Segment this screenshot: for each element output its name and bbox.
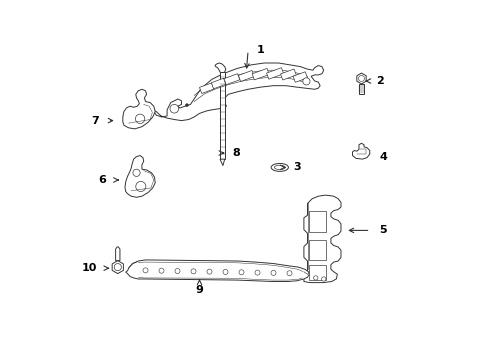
Polygon shape <box>112 261 123 274</box>
Circle shape <box>135 114 144 123</box>
Bar <box>308 240 325 260</box>
Text: 1: 1 <box>257 45 264 55</box>
Polygon shape <box>220 72 224 159</box>
Polygon shape <box>220 159 224 166</box>
Circle shape <box>142 268 148 273</box>
Polygon shape <box>352 143 369 159</box>
Polygon shape <box>115 247 120 261</box>
Circle shape <box>185 104 188 107</box>
Circle shape <box>191 269 196 274</box>
Text: 6: 6 <box>98 175 106 185</box>
Bar <box>280 69 296 80</box>
Text: 5: 5 <box>379 225 386 235</box>
Bar <box>266 68 283 79</box>
Circle shape <box>302 78 309 85</box>
Polygon shape <box>122 89 155 129</box>
Text: 4: 4 <box>379 152 386 162</box>
Circle shape <box>313 276 317 280</box>
Bar <box>308 211 325 232</box>
Text: 10: 10 <box>81 263 97 273</box>
Polygon shape <box>356 73 366 84</box>
Polygon shape <box>125 260 309 282</box>
Ellipse shape <box>274 165 285 170</box>
Circle shape <box>358 76 364 81</box>
Polygon shape <box>358 84 363 94</box>
Bar <box>199 83 213 94</box>
Circle shape <box>206 269 212 274</box>
Bar <box>252 68 269 80</box>
Circle shape <box>170 104 178 113</box>
Bar <box>238 71 254 81</box>
Text: 8: 8 <box>231 148 239 158</box>
Bar <box>308 265 325 280</box>
Circle shape <box>239 270 244 275</box>
Circle shape <box>223 269 227 274</box>
Circle shape <box>136 181 145 192</box>
Polygon shape <box>125 156 155 197</box>
Bar <box>292 72 307 82</box>
Text: 9: 9 <box>195 285 203 295</box>
Circle shape <box>286 271 291 276</box>
Circle shape <box>175 269 180 274</box>
Text: 7: 7 <box>91 116 99 126</box>
Circle shape <box>133 169 140 176</box>
Polygon shape <box>152 63 323 121</box>
Circle shape <box>114 264 121 271</box>
Circle shape <box>159 268 163 273</box>
Bar <box>224 74 239 85</box>
Bar <box>211 78 225 89</box>
Circle shape <box>321 277 325 281</box>
Text: 2: 2 <box>375 76 383 86</box>
Ellipse shape <box>270 163 288 171</box>
Polygon shape <box>215 63 225 73</box>
Text: 3: 3 <box>292 162 300 172</box>
Circle shape <box>270 270 275 275</box>
Polygon shape <box>303 195 340 283</box>
Circle shape <box>254 270 260 275</box>
